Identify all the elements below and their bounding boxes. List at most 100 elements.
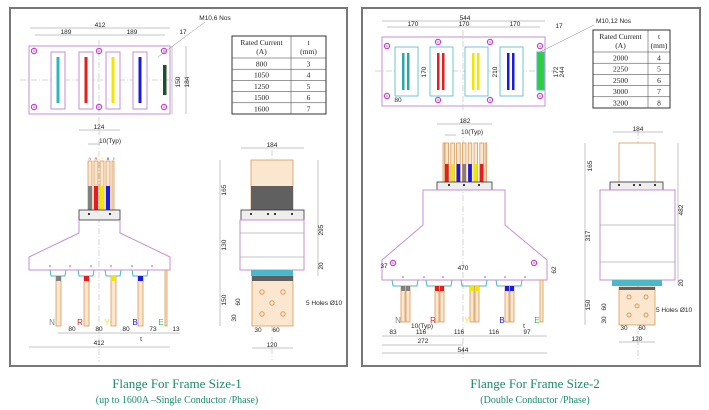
conductor-tip	[84, 276, 89, 281]
dimension-label: t	[523, 323, 525, 330]
bolt-dot	[291, 213, 293, 215]
busbar-r	[84, 57, 88, 103]
channel	[77, 269, 95, 277]
conductor-lower	[504, 285, 510, 323]
dimension-label: 130	[221, 239, 228, 250]
dimension-label: 172	[553, 66, 560, 77]
side-body	[239, 219, 305, 271]
dimension-label: 30	[601, 316, 608, 324]
table-cell-current: 3200	[613, 98, 628, 107]
table-header: t	[307, 38, 310, 47]
conductor-tip	[475, 286, 479, 291]
table-cell-thickness: 7	[307, 104, 311, 113]
busbar-r	[442, 53, 445, 90]
dimension-label: 116	[416, 329, 427, 336]
hole-icon	[269, 300, 275, 306]
phase-label: Y	[104, 318, 110, 327]
bolt-dot	[442, 276, 444, 278]
dimension-label: 544	[460, 15, 471, 22]
bolt-dot	[448, 184, 450, 186]
hole-icon	[280, 311, 286, 317]
bolt-dot	[484, 276, 486, 278]
hole-icon	[280, 289, 286, 295]
dimension-label: 317	[585, 230, 592, 241]
channel	[460, 279, 488, 287]
dimension-label: 184	[633, 126, 644, 133]
conductor-tip	[56, 276, 61, 281]
dimension-label: 60	[272, 327, 280, 334]
phase-label: R	[77, 318, 83, 327]
dimension-label: 30	[620, 325, 628, 332]
table-cell-current: 2500	[613, 76, 628, 85]
bolt-hole-icon	[30, 103, 38, 111]
bolt-dot	[151, 265, 153, 267]
conductor-tip	[440, 286, 444, 291]
conductor-lower	[137, 275, 144, 327]
conductor-color-n	[462, 164, 466, 182]
dimension-label: 80	[122, 326, 130, 333]
conductor-lower	[400, 285, 406, 323]
table-header: Rated Current	[240, 38, 283, 47]
dimension-label: 13	[172, 326, 180, 333]
hole-icon	[626, 294, 632, 300]
bolt-hole-icon	[383, 92, 391, 100]
conductor-earth	[442, 142, 446, 184]
side-band	[619, 287, 655, 290]
conductor-color-y	[100, 186, 104, 210]
table-cell-thickness: 6	[657, 76, 661, 85]
conductor-earth	[484, 142, 488, 184]
bolt-hole-center	[98, 106, 100, 108]
table-header: (A)	[615, 41, 626, 50]
channel	[49, 269, 67, 277]
table-cell-thickness: 5	[307, 82, 311, 91]
bolt-dot	[633, 184, 635, 186]
conductor-earth	[111, 160, 115, 211]
dimension-label: 10(Typ)	[411, 323, 433, 330]
busbar-n	[402, 53, 405, 90]
hole-icon	[643, 294, 649, 300]
conductor-color-n	[88, 186, 92, 210]
dimension-label: 170	[510, 21, 521, 28]
bolt-hole-center	[33, 106, 35, 108]
bolt-hole-icon	[30, 47, 38, 55]
dimension-label: 80	[68, 326, 76, 333]
dimension-label: 150	[175, 76, 182, 87]
bolt-dot	[250, 213, 252, 215]
dimension-label: 189	[127, 29, 138, 36]
dimension-label: 170	[421, 66, 428, 77]
dimension-label: 184	[184, 76, 191, 87]
busbar-e-slot	[536, 51, 545, 91]
clamp-plate	[78, 209, 121, 221]
conductor-color-r	[94, 186, 98, 210]
table-cell-thickness: 4	[307, 71, 311, 80]
hole-icon	[634, 303, 640, 309]
dimension-label: 120	[267, 342, 278, 349]
dimension-label: 470	[458, 265, 469, 272]
phase-label: B	[499, 316, 504, 325]
dimension-label: 170	[408, 21, 419, 28]
table-header: (A)	[256, 47, 267, 56]
bolt-dot	[267, 213, 269, 215]
phase-label: R	[430, 316, 436, 325]
busbar-slot	[394, 46, 419, 97]
conductor-tip	[435, 286, 439, 291]
bolt-hole-center	[163, 106, 165, 108]
bolt-dot	[463, 184, 465, 186]
table-cell-thickness: 3	[307, 60, 311, 69]
dimension-label: 17	[555, 23, 563, 30]
phase-label: B	[132, 318, 137, 327]
conductor-color-b	[468, 164, 472, 182]
dimension-label: 97	[523, 329, 531, 336]
dimension-label: 17	[179, 29, 187, 36]
table-cell-thickness: 6	[307, 93, 311, 102]
phase-tag: N	[89, 156, 92, 161]
bolt-hole-center	[33, 50, 35, 52]
bolt-hole-icon	[389, 259, 397, 267]
bolt-hole-icon	[486, 96, 494, 104]
conductor-color-y	[450, 164, 455, 182]
conductor-tip	[505, 286, 509, 291]
conductor-color-b	[456, 164, 461, 182]
bolt-hole-icon	[536, 92, 544, 100]
bolt-hole-icon	[95, 47, 103, 55]
dimension-label: 150	[221, 294, 228, 305]
